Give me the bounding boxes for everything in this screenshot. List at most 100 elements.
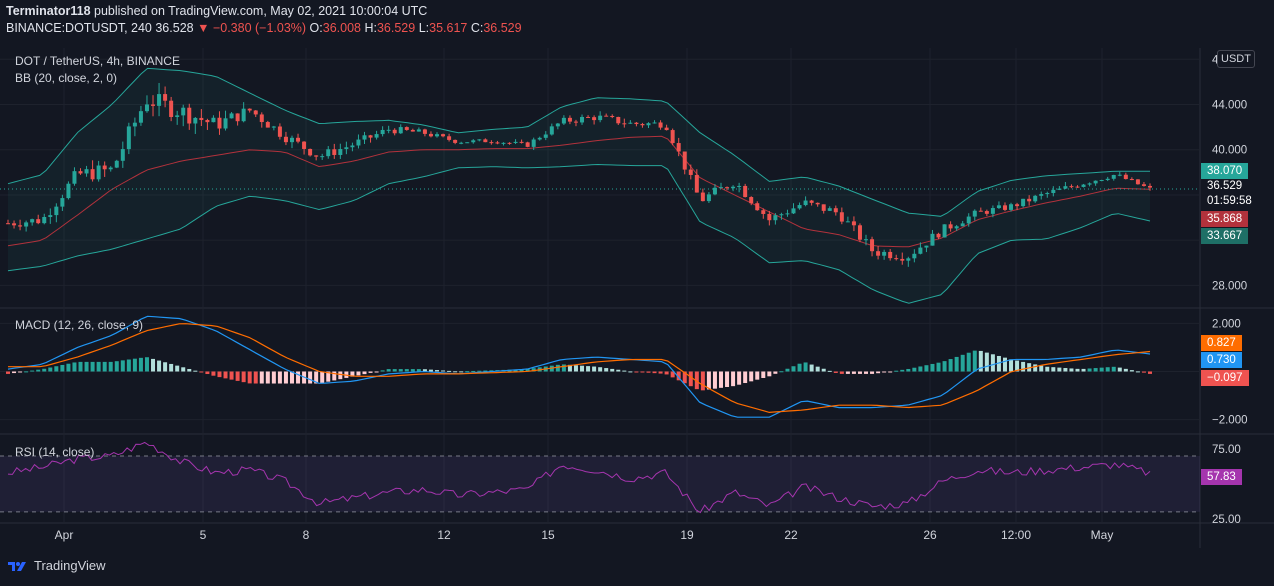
candle-body bbox=[12, 223, 17, 226]
macd-histogram-bar bbox=[827, 370, 832, 372]
macd-histogram-bar bbox=[918, 366, 923, 372]
macd-histogram-bar bbox=[1069, 368, 1074, 372]
candle-body bbox=[151, 104, 156, 106]
author-name[interactable]: Terminator118 bbox=[6, 4, 91, 18]
macd-histogram-bar bbox=[247, 371, 252, 384]
candle-body bbox=[1009, 204, 1014, 210]
macd-histogram-bar bbox=[157, 360, 162, 372]
macd-histogram-bar bbox=[990, 354, 995, 372]
macd-pane[interactable] bbox=[6, 315, 1152, 418]
candle-body bbox=[362, 135, 367, 140]
candle-body bbox=[495, 142, 500, 144]
candle-body bbox=[996, 205, 1001, 209]
candle-body bbox=[803, 200, 808, 206]
candle-body bbox=[990, 208, 995, 214]
macd-histogram-bar bbox=[1093, 368, 1098, 372]
candle-body bbox=[441, 134, 446, 137]
macd-histogram-bar bbox=[864, 371, 869, 374]
macd-histogram-bar bbox=[90, 361, 95, 372]
candle-body bbox=[694, 174, 699, 193]
candle-body bbox=[296, 137, 301, 142]
macd-histogram-bar bbox=[181, 367, 186, 372]
macd-histogram-bar bbox=[277, 371, 282, 384]
macd-histogram-bar bbox=[6, 371, 10, 374]
bb-upper-tag: 38.070 bbox=[1201, 163, 1249, 179]
candle-body bbox=[731, 186, 736, 189]
candle-body bbox=[513, 141, 518, 143]
macd-histogram-bar bbox=[1075, 368, 1080, 372]
macd-histogram-bar bbox=[308, 371, 313, 384]
candle-body bbox=[779, 214, 784, 216]
macd-histogram-bar bbox=[580, 365, 585, 372]
candle-body bbox=[459, 142, 464, 144]
rsi-indicator-label[interactable]: RSI (14, close) bbox=[15, 445, 95, 459]
macd-histogram-bar bbox=[368, 371, 373, 373]
open-value: 36.008 bbox=[322, 21, 361, 35]
macd-histogram-bar bbox=[942, 361, 947, 372]
candle-body bbox=[163, 94, 168, 101]
candle-body bbox=[586, 116, 591, 118]
candle-body bbox=[658, 122, 663, 128]
rsi-pane[interactable] bbox=[0, 441, 1200, 514]
candle-countdown: 01:59:58 bbox=[1207, 195, 1252, 207]
currency-button[interactable]: USDT bbox=[1217, 50, 1255, 68]
macd-histogram-bar bbox=[1057, 367, 1062, 372]
macd-histogram-bar bbox=[676, 371, 681, 381]
macd-signal-tag: 0.827 bbox=[1201, 335, 1242, 351]
candlesticks[interactable] bbox=[6, 82, 1152, 267]
candle-body bbox=[1021, 198, 1026, 207]
macd-histogram-bar bbox=[459, 371, 464, 373]
macd-histogram-bar bbox=[586, 366, 591, 372]
symbol[interactable]: BINANCE:DOTUSDT, 240 bbox=[6, 21, 152, 35]
candle-body bbox=[749, 197, 754, 204]
candle-body bbox=[344, 147, 349, 150]
candle-body bbox=[380, 129, 385, 135]
macd-histogram-bar bbox=[803, 362, 808, 372]
macd-histogram-bar bbox=[253, 371, 258, 384]
candle-body bbox=[549, 126, 554, 135]
macd-indicator-label[interactable]: MACD (12, 26, close, 9) bbox=[15, 318, 144, 332]
macd-histogram-bar bbox=[350, 371, 355, 377]
candle-body bbox=[271, 126, 276, 128]
macd-histogram-bar bbox=[664, 371, 669, 375]
macd-histogram-bar bbox=[839, 371, 844, 374]
candle-body bbox=[223, 118, 228, 129]
bb-indicator-label[interactable]: BB (20, close, 2, 0) bbox=[15, 71, 118, 85]
candle-body bbox=[72, 171, 77, 184]
candle-body bbox=[235, 113, 240, 122]
macd-histogram-bar bbox=[857, 371, 862, 374]
candle-body bbox=[368, 135, 373, 138]
candle-body bbox=[96, 165, 101, 180]
macd-histogram-bar bbox=[567, 364, 572, 372]
candle-body bbox=[537, 137, 542, 140]
x-tick-label: Apr bbox=[55, 528, 74, 542]
candle-body bbox=[356, 139, 361, 146]
macd-histogram-bar bbox=[1021, 361, 1026, 372]
candle-body bbox=[181, 107, 186, 116]
candle-body bbox=[978, 210, 983, 212]
macd-histogram-bar bbox=[1099, 367, 1104, 372]
x-tick-label: 12:00 bbox=[1001, 528, 1031, 542]
macd-histogram-bar bbox=[924, 365, 929, 372]
macd-histogram-bar bbox=[785, 368, 790, 372]
macd-histogram-bar bbox=[658, 371, 663, 374]
candle-body bbox=[398, 127, 403, 134]
candle-body bbox=[289, 137, 294, 143]
macd-line bbox=[7, 315, 1151, 418]
candle-body bbox=[960, 223, 965, 227]
candle-body bbox=[882, 251, 887, 256]
macd-histogram-bar bbox=[54, 366, 59, 372]
candle-body bbox=[320, 156, 325, 158]
macd-histogram-bar bbox=[193, 370, 198, 372]
macd-histogram-bar bbox=[894, 370, 899, 372]
candle-body bbox=[416, 129, 421, 132]
macd-histogram-bar bbox=[809, 364, 814, 372]
macd-histogram-bar bbox=[30, 370, 35, 372]
macd-histogram-bar bbox=[876, 371, 881, 374]
tradingview-logo[interactable]: TradingView bbox=[6, 558, 106, 573]
chart-grid bbox=[0, 48, 1274, 548]
candle-body bbox=[193, 117, 198, 124]
candle-body bbox=[543, 134, 548, 138]
x-tick-label: 12 bbox=[437, 528, 451, 542]
